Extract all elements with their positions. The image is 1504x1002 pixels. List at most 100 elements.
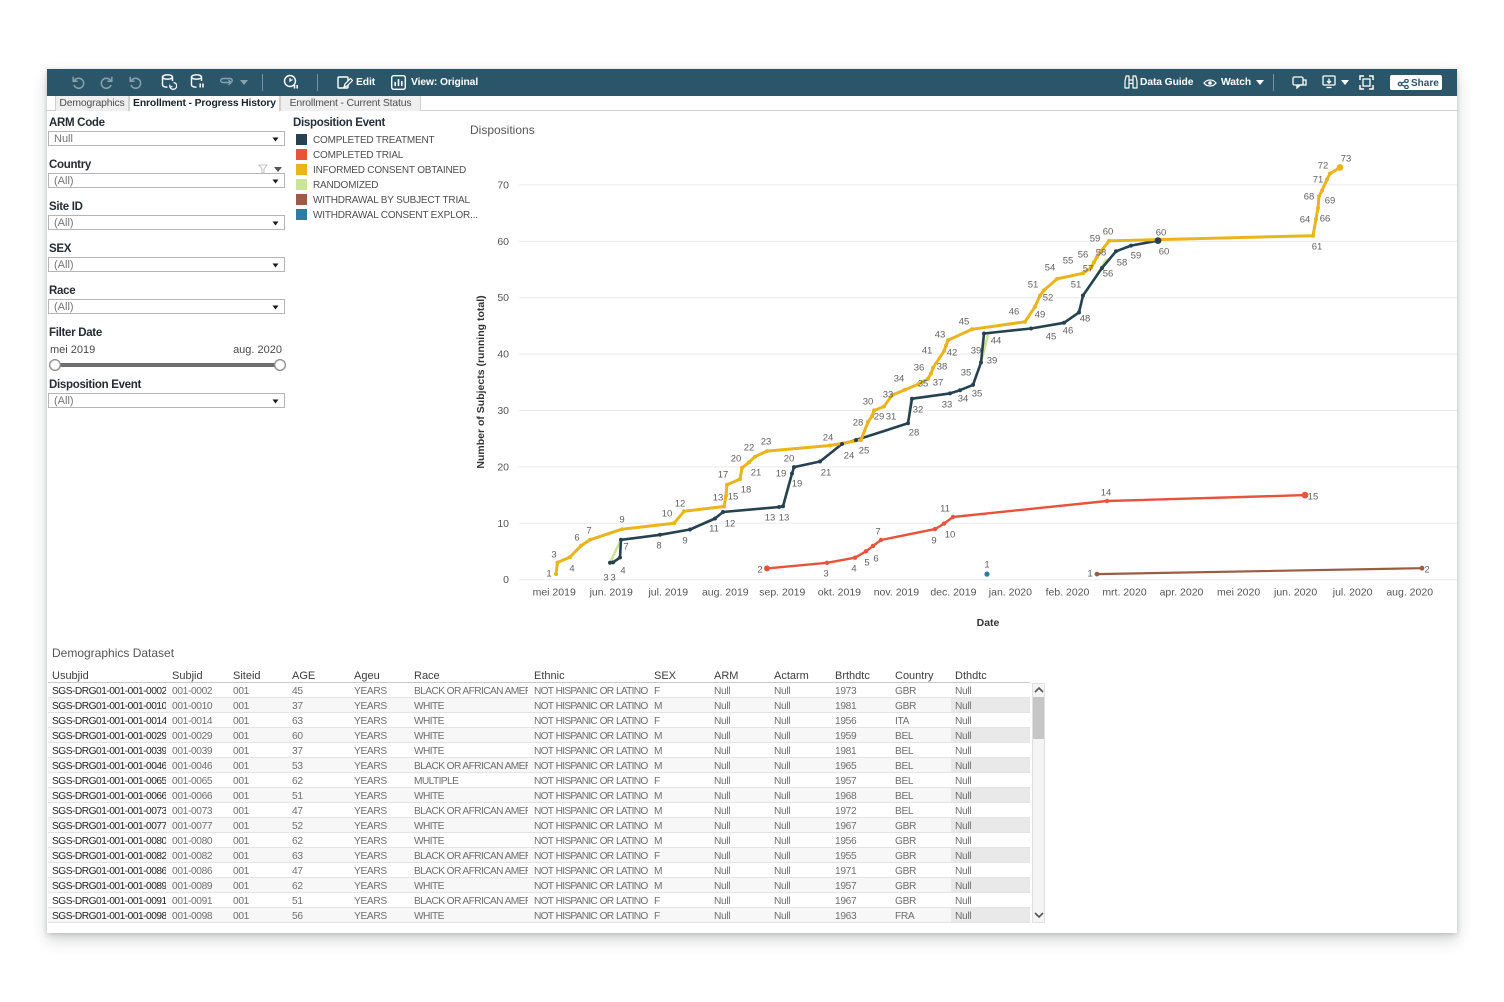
svg-text:58: 58 xyxy=(1117,258,1128,269)
svg-text:48: 48 xyxy=(1080,314,1091,325)
svg-text:29: 29 xyxy=(874,412,885,423)
svg-text:50: 50 xyxy=(497,292,509,304)
svg-text:mei 2019: mei 2019 xyxy=(533,587,576,599)
svg-text:20: 20 xyxy=(784,454,795,465)
svg-text:2: 2 xyxy=(1424,565,1429,576)
svg-text:5: 5 xyxy=(864,558,869,569)
svg-text:dec. 2019: dec. 2019 xyxy=(930,587,976,599)
svg-text:10: 10 xyxy=(662,509,673,520)
svg-text:60: 60 xyxy=(497,236,509,248)
svg-text:15: 15 xyxy=(1308,492,1319,503)
svg-text:46: 46 xyxy=(1063,326,1074,337)
svg-text:28: 28 xyxy=(853,418,864,429)
svg-text:13: 13 xyxy=(713,493,724,504)
svg-text:10: 10 xyxy=(497,518,509,530)
svg-text:38: 38 xyxy=(937,362,948,373)
svg-text:24: 24 xyxy=(844,451,855,462)
svg-text:18: 18 xyxy=(741,485,752,496)
svg-text:56: 56 xyxy=(1078,250,1089,261)
svg-text:jun. 2019: jun. 2019 xyxy=(589,587,633,599)
svg-text:jul. 2019: jul. 2019 xyxy=(647,587,688,599)
svg-text:6: 6 xyxy=(574,533,579,544)
svg-text:41: 41 xyxy=(922,346,933,357)
svg-text:1: 1 xyxy=(546,569,551,580)
svg-text:69: 69 xyxy=(1325,196,1336,207)
svg-text:9: 9 xyxy=(682,536,687,547)
svg-text:46: 46 xyxy=(1009,307,1020,318)
svg-text:mei 2020: mei 2020 xyxy=(1217,587,1260,599)
svg-text:22: 22 xyxy=(744,443,755,454)
svg-text:34: 34 xyxy=(958,394,969,405)
svg-text:45: 45 xyxy=(1046,332,1057,343)
svg-text:21: 21 xyxy=(821,468,832,479)
svg-text:0: 0 xyxy=(503,574,509,586)
svg-text:35: 35 xyxy=(972,389,983,400)
svg-text:4: 4 xyxy=(569,564,574,575)
svg-text:12: 12 xyxy=(725,519,736,530)
svg-text:49: 49 xyxy=(1035,310,1046,321)
svg-text:30: 30 xyxy=(497,405,509,417)
svg-text:17: 17 xyxy=(718,470,729,481)
svg-text:jan. 2020: jan. 2020 xyxy=(988,587,1032,599)
svg-text:43: 43 xyxy=(935,330,946,341)
svg-text:24: 24 xyxy=(823,433,834,444)
svg-text:51: 51 xyxy=(1071,280,1082,291)
svg-text:13: 13 xyxy=(779,513,790,524)
svg-text:Date: Date xyxy=(977,617,1000,629)
svg-text:3: 3 xyxy=(823,569,828,580)
svg-text:36: 36 xyxy=(914,363,925,374)
svg-text:57: 57 xyxy=(1083,264,1094,275)
svg-text:Number of Subjects (running to: Number of Subjects (running total) xyxy=(475,295,487,468)
svg-text:11: 11 xyxy=(940,504,950,515)
svg-text:39: 39 xyxy=(971,346,982,357)
svg-text:25: 25 xyxy=(859,446,870,457)
svg-text:66: 66 xyxy=(1320,214,1331,225)
svg-text:1: 1 xyxy=(1087,569,1092,580)
svg-text:3: 3 xyxy=(603,573,608,584)
svg-text:58: 58 xyxy=(1096,248,1107,259)
svg-text:4: 4 xyxy=(851,564,856,575)
svg-text:okt. 2019: okt. 2019 xyxy=(818,587,861,599)
svg-text:30: 30 xyxy=(863,397,874,408)
svg-text:23: 23 xyxy=(761,437,772,448)
svg-text:44: 44 xyxy=(991,336,1002,347)
svg-text:sep. 2019: sep. 2019 xyxy=(759,587,805,599)
svg-text:56: 56 xyxy=(1103,269,1114,280)
svg-text:32: 32 xyxy=(913,405,924,416)
svg-text:20: 20 xyxy=(497,461,509,473)
svg-text:51: 51 xyxy=(1028,280,1039,291)
svg-text:39: 39 xyxy=(987,356,998,367)
svg-text:9: 9 xyxy=(619,515,624,526)
svg-text:72: 72 xyxy=(1318,161,1329,172)
svg-text:42: 42 xyxy=(947,348,958,359)
svg-text:70: 70 xyxy=(497,179,509,191)
svg-text:60: 60 xyxy=(1156,228,1167,239)
svg-text:64: 64 xyxy=(1300,215,1311,226)
svg-text:3: 3 xyxy=(551,550,556,561)
svg-text:1: 1 xyxy=(984,560,989,571)
svg-text:3: 3 xyxy=(610,573,615,584)
svg-text:40: 40 xyxy=(497,349,509,361)
svg-text:7: 7 xyxy=(875,527,880,538)
svg-text:feb. 2020: feb. 2020 xyxy=(1046,587,1090,599)
svg-text:9: 9 xyxy=(931,536,936,547)
svg-text:55: 55 xyxy=(1063,256,1074,267)
svg-text:12: 12 xyxy=(675,499,686,510)
svg-text:60: 60 xyxy=(1159,247,1170,258)
svg-text:31: 31 xyxy=(886,412,897,423)
svg-text:59: 59 xyxy=(1131,251,1142,262)
svg-text:54: 54 xyxy=(1045,263,1056,274)
svg-text:35: 35 xyxy=(961,368,972,379)
svg-text:7: 7 xyxy=(623,542,628,553)
svg-text:nov. 2019: nov. 2019 xyxy=(874,587,920,599)
svg-text:45: 45 xyxy=(959,317,970,328)
svg-text:71: 71 xyxy=(1313,175,1324,186)
svg-text:10: 10 xyxy=(945,530,956,541)
svg-text:19: 19 xyxy=(792,479,803,490)
svg-text:jul. 2020: jul. 2020 xyxy=(1332,587,1373,599)
svg-text:8: 8 xyxy=(656,541,661,552)
svg-text:73: 73 xyxy=(1341,154,1352,165)
svg-text:7: 7 xyxy=(586,526,591,537)
svg-text:jun. 2020: jun. 2020 xyxy=(1273,587,1317,599)
svg-text:13: 13 xyxy=(765,513,776,524)
